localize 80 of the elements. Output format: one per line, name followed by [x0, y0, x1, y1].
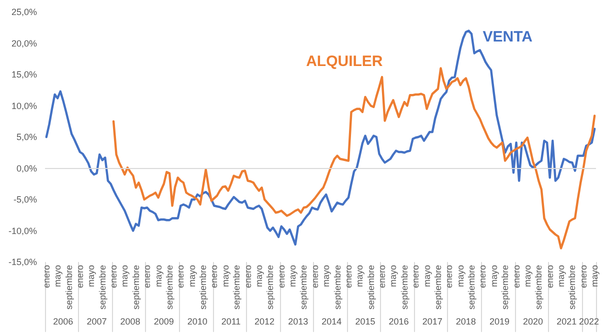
text: 2019 — [489, 316, 510, 326]
x-tick-label: mayo — [52, 265, 63, 288]
x-tick-label: mayo — [321, 265, 332, 288]
x-tick-label: mayo — [288, 265, 298, 288]
x-tick-label: septiembre — [567, 265, 578, 310]
series-label: VENTA — [482, 28, 533, 46]
text: 2013 — [288, 316, 308, 326]
x-tick-label: enero — [242, 265, 253, 288]
text: 2007 — [86, 316, 107, 326]
text: 2017 — [422, 316, 442, 326]
y-tick-label: 20,0% — [11, 38, 37, 48]
x-tick-label: enero — [176, 265, 186, 288]
x-tick-label: enero — [74, 265, 85, 288]
x-tick-label: enero — [511, 265, 522, 288]
x-tick-label: enero — [209, 265, 220, 288]
x-tick-label: septiembre — [432, 265, 443, 310]
x-tick-label: enero — [377, 265, 388, 288]
series-label: ALQUILER — [306, 52, 383, 70]
text: 2008 — [120, 316, 140, 326]
x-tick-label: mayo — [422, 265, 432, 288]
x-tick-label: enero — [310, 265, 320, 288]
text: 2022 — [578, 316, 600, 326]
x-tick-label: septiembre — [466, 265, 477, 310]
text: 2015 — [355, 316, 376, 326]
x-tick-label: mayo — [254, 265, 264, 288]
x-tick-label: mayo — [522, 265, 532, 288]
x-tick-label: mayo — [354, 265, 365, 288]
text: 2010 — [187, 316, 208, 326]
y-tick-label: 10,0% — [11, 100, 37, 111]
x-tick-label: septiembre — [399, 265, 410, 310]
x-tick-label: mayo — [120, 265, 130, 288]
x-tick-label: enero — [444, 265, 454, 288]
x-tick-label: mayo — [86, 265, 96, 288]
x-tick-label: enero — [478, 265, 488, 288]
text: 2016 — [388, 316, 409, 326]
x-tick-label: mayo — [455, 265, 466, 288]
x-tick-label: enero — [142, 265, 152, 288]
x-tick-label: septiembre — [130, 265, 141, 310]
x-tick-label: septiembre — [298, 265, 309, 310]
x-tick-label: enero — [544, 265, 555, 288]
x-tick-label: septiembre — [97, 265, 108, 310]
x-tick-label: enero — [41, 265, 52, 288]
x-tick-label: enero — [276, 265, 286, 288]
text: 2021 — [556, 316, 577, 326]
x-tick-label: septiembre — [332, 265, 342, 310]
x-tick-label: septiembre — [500, 265, 510, 310]
x-tick-label: enero — [410, 265, 421, 288]
x-tick-label: mayo — [388, 265, 398, 288]
x-tick-label: mayo — [153, 265, 164, 288]
x-tick-label: septiembre — [232, 265, 242, 310]
line-series — [45, 30, 596, 246]
x-tick-label: septiembre — [198, 265, 208, 310]
x-tick-label: enero — [343, 265, 354, 288]
x-tick-label: septiembre — [265, 265, 276, 310]
y-tick-label: 5,0% — [16, 132, 37, 142]
text: 2020 — [523, 316, 544, 326]
line-series — [112, 67, 596, 250]
text: 2009 — [154, 316, 174, 326]
x-tick-label: enero — [108, 265, 119, 288]
x-tick-label: mayo — [590, 265, 600, 288]
x-tick-label: septiembre — [64, 265, 74, 310]
y-tick-label: 0,0% — [16, 163, 37, 174]
y-tick-label: 15,0% — [11, 70, 37, 80]
y-tick-label: -5,0% — [13, 194, 37, 204]
text: 2012 — [254, 316, 275, 326]
x-tick-label: enero — [578, 265, 588, 288]
x-tick-label: mayo — [488, 265, 499, 288]
text: 2011 — [221, 316, 241, 326]
x-tick-label: septiembre — [534, 265, 544, 310]
x-tick-label: septiembre — [164, 265, 174, 310]
y-tick-label: 25,0% — [11, 7, 37, 17]
y-tick-label: -10,0% — [8, 226, 37, 236]
y-tick-label: -15,0% — [8, 257, 37, 267]
text: 2014 — [322, 316, 342, 326]
x-tick-label: mayo — [556, 265, 566, 288]
x-tick-label: septiembre — [366, 265, 376, 310]
text: 2006 — [53, 316, 74, 326]
text: 2018 — [456, 316, 476, 326]
x-tick-label: mayo — [186, 265, 197, 288]
x-tick-label: mayo — [220, 265, 230, 288]
